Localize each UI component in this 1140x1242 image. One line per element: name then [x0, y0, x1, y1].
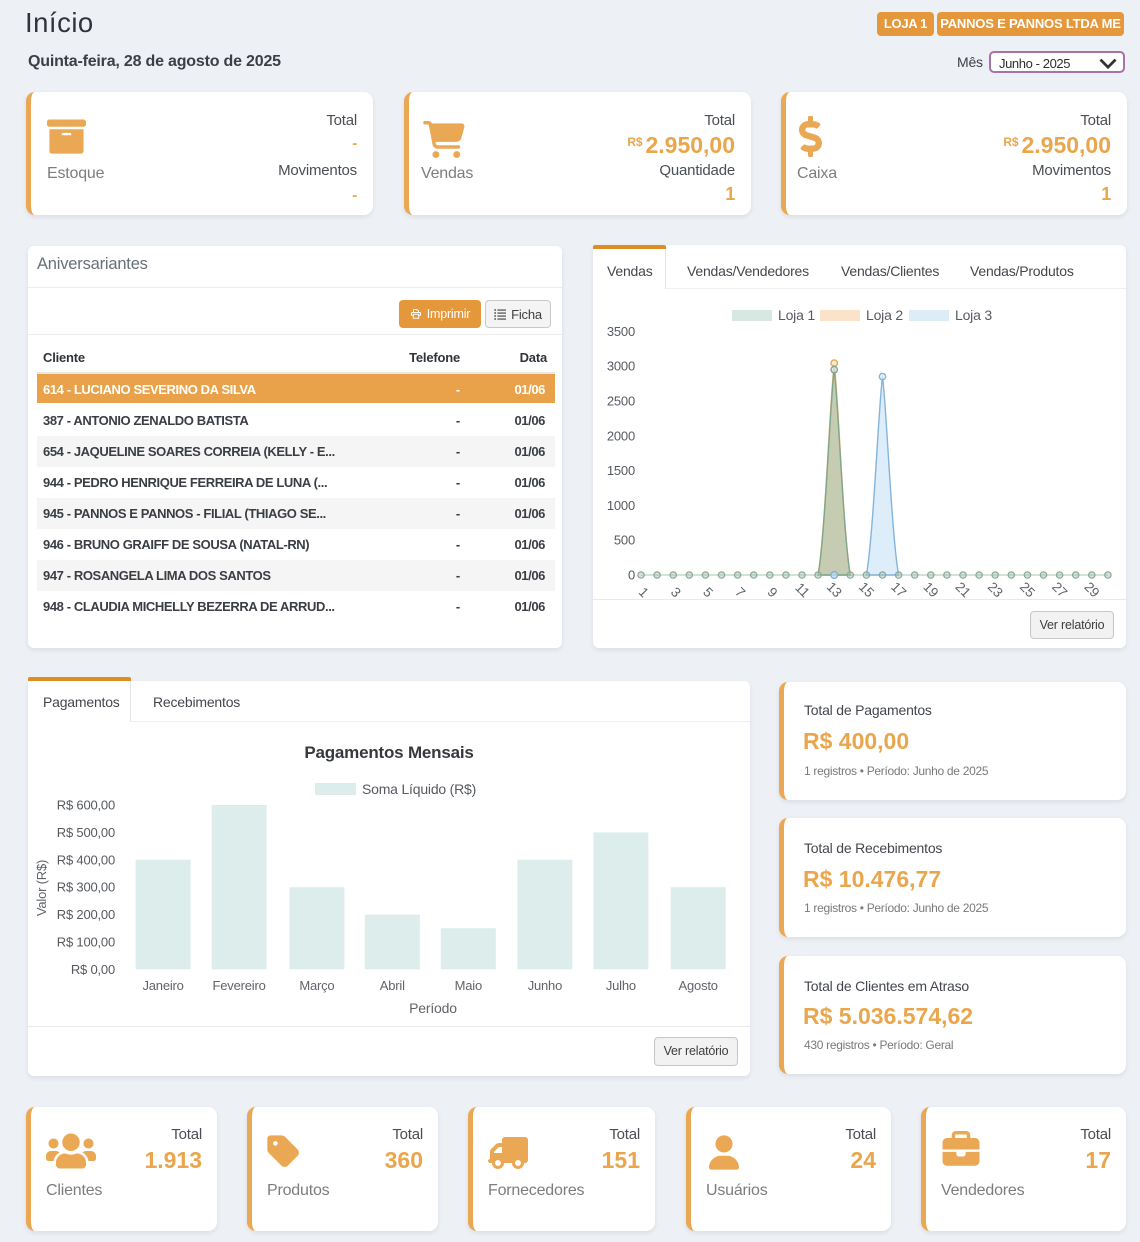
svg-text:R$ 300,00: R$ 300,00: [57, 880, 115, 895]
svg-text:19: 19: [920, 579, 941, 598]
svg-text:Loja 1: Loja 1: [778, 307, 815, 323]
svg-text:0: 0: [628, 568, 635, 583]
svg-text:21: 21: [953, 579, 974, 598]
svg-text:Maio: Maio: [455, 978, 482, 993]
svg-text:25: 25: [1017, 579, 1038, 598]
svg-text:Fevereiro: Fevereiro: [213, 978, 266, 993]
svg-text:27: 27: [1049, 579, 1070, 598]
svg-text:R$ 100,00: R$ 100,00: [57, 934, 115, 949]
svg-text:1000: 1000: [607, 498, 635, 513]
svg-text:3000: 3000: [607, 359, 635, 374]
svg-text:Valor (R$): Valor (R$): [34, 860, 49, 916]
svg-text:5: 5: [700, 584, 716, 598]
svg-text:R$ 200,00: R$ 200,00: [57, 907, 115, 922]
svg-text:Agosto: Agosto: [679, 978, 718, 993]
svg-text:Junho: Junho: [528, 978, 562, 993]
svg-text:3: 3: [668, 584, 684, 598]
svg-text:R$ 400,00: R$ 400,00: [57, 852, 115, 867]
svg-text:17: 17: [888, 579, 909, 598]
svg-text:R$ 0,00: R$ 0,00: [71, 962, 115, 977]
svg-text:1: 1: [636, 584, 652, 598]
svg-text:7: 7: [732, 584, 748, 598]
svg-text:9: 9: [765, 584, 781, 598]
svg-text:Janeiro: Janeiro: [142, 978, 183, 993]
svg-text:Soma Líquido (R$): Soma Líquido (R$): [362, 781, 476, 797]
svg-text:29: 29: [1081, 579, 1102, 598]
svg-text:13: 13: [824, 579, 845, 598]
svg-text:1500: 1500: [607, 463, 635, 478]
svg-text:R$ 600,00: R$ 600,00: [57, 798, 115, 813]
svg-text:11: 11: [792, 580, 812, 598]
svg-text:Pagamentos Mensais: Pagamentos Mensais: [304, 743, 473, 762]
svg-text:Loja 3: Loja 3: [955, 307, 992, 323]
svg-text:R$ 500,00: R$ 500,00: [57, 825, 115, 840]
svg-text:23: 23: [985, 579, 1006, 598]
svg-text:2000: 2000: [607, 428, 635, 443]
svg-text:3500: 3500: [607, 324, 635, 339]
svg-text:Período: Período: [409, 1000, 457, 1016]
svg-text:Loja 2: Loja 2: [866, 307, 903, 323]
svg-text:Abril: Abril: [380, 978, 405, 993]
svg-text:2500: 2500: [607, 394, 635, 409]
svg-text:500: 500: [614, 533, 635, 548]
svg-text:15: 15: [856, 579, 877, 598]
svg-text:Julho: Julho: [606, 978, 636, 993]
svg-text:Março: Março: [299, 978, 334, 993]
